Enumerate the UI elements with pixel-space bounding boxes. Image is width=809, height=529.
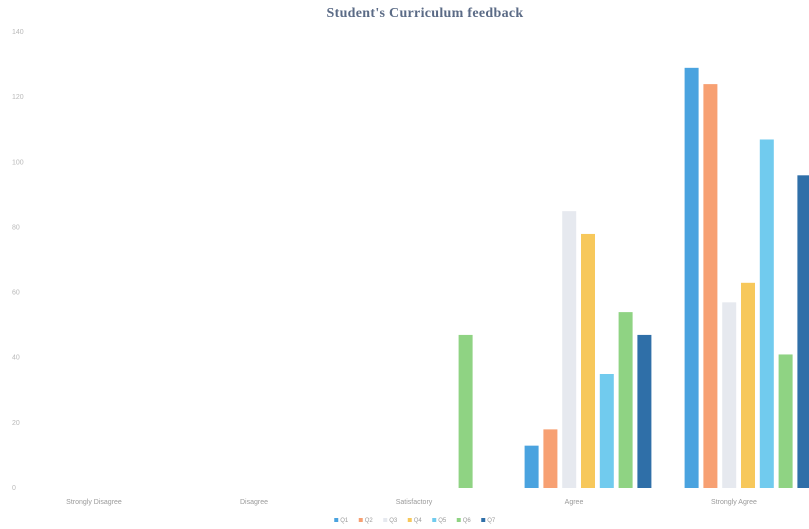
bar-q5-agree <box>599 374 614 488</box>
legend-swatch[interactable] <box>432 518 437 522</box>
y-tick-label: 120 <box>12 94 24 101</box>
legend-label[interactable]: Q7 <box>487 518 496 524</box>
bar-q3-strongly-agree <box>722 302 737 488</box>
y-tick-label: 60 <box>12 290 20 297</box>
y-tick-label: 0 <box>12 485 16 492</box>
x-category-label: Satisfactory <box>396 499 433 506</box>
bar-q5-strongly-agree <box>759 139 774 488</box>
legend-label[interactable]: Q6 <box>463 518 472 524</box>
bar-q7-agree <box>637 334 652 488</box>
x-category-label: Strongly Disagree <box>66 499 122 506</box>
bar-q1-strongly-agree <box>684 67 699 488</box>
y-tick-label: 80 <box>12 224 20 231</box>
x-category-label: Disagree <box>240 499 268 506</box>
bar-q6-agree <box>618 312 633 488</box>
bar-q6-satisfactory <box>458 334 473 488</box>
bar-q6-strongly-agree <box>778 354 793 488</box>
bar-q4-strongly-agree <box>741 282 755 488</box>
chart-title: Student's Curriculum feedback <box>326 6 524 21</box>
legend-label[interactable]: Q4 <box>414 518 423 524</box>
y-tick-label: 20 <box>12 420 20 427</box>
y-tick-label: 100 <box>12 159 24 166</box>
bar-q1-agree <box>524 445 539 488</box>
x-category-label: Agree <box>565 499 584 506</box>
y-tick-label: 140 <box>12 29 24 36</box>
legend-swatch[interactable] <box>456 518 461 522</box>
legend-label[interactable]: Q1 <box>340 518 349 524</box>
y-tick-label: 40 <box>12 355 20 362</box>
x-axis: Strongly Disagree Disagree Satisfactory Agr… <box>66 499 757 506</box>
legend-label[interactable]: Q2 <box>365 518 374 524</box>
bar-q4-agree <box>581 233 595 488</box>
bar-q3-agree <box>562 211 577 488</box>
legend-swatch[interactable] <box>383 518 388 522</box>
legend-label[interactable]: Q3 <box>389 518 398 524</box>
y-axis: 0 20 40 60 80 100 120 140 <box>12 29 24 492</box>
legend-swatch[interactable] <box>334 518 339 522</box>
legend: Q1 Q2 Q3 Q4 Q5 Q6 Q7 <box>334 518 496 524</box>
legend-label[interactable]: Q5 <box>438 518 447 524</box>
bar-q7-strongly-agree <box>797 175 809 489</box>
legend-swatch[interactable] <box>481 518 486 522</box>
bars <box>458 67 809 489</box>
legend-swatch[interactable] <box>358 518 363 522</box>
bar-q2-strongly-agree <box>703 84 718 488</box>
x-category-label: Strongly Agree <box>711 499 757 506</box>
legend-swatch[interactable] <box>407 518 412 522</box>
bar-q2-agree <box>543 429 558 488</box>
